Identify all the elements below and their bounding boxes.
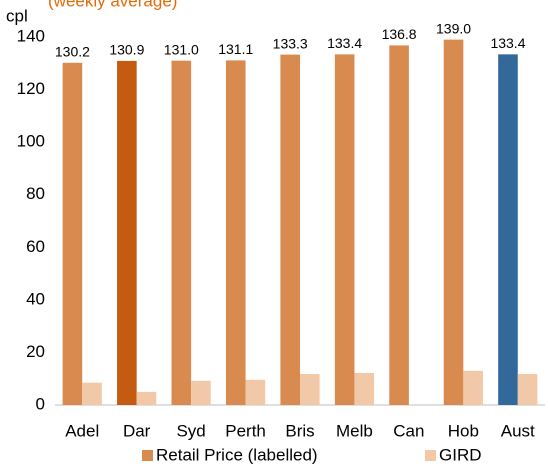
bar [245,379,266,405]
x-tick-label: Bris [285,421,314,440]
y-tick-label: 120 [17,79,45,98]
bar [517,373,538,405]
bar [191,380,211,405]
bar [463,370,483,405]
legend-swatch [142,450,153,461]
x-tick-label: Aust [501,421,535,440]
data-label: 133.4 [327,35,362,51]
y-tick-label: 40 [26,289,45,308]
bar [117,60,137,406]
data-label: 131.1 [218,41,253,57]
x-tick-label: Can [393,421,424,440]
x-tick-label: Perth [225,421,266,440]
bar [62,62,83,405]
y-tick-label: 60 [26,237,45,256]
data-label: 133.3 [273,35,308,51]
legend-label: Retail Price (labelled) [156,445,318,464]
bar [82,382,102,405]
data-label: 130.9 [109,42,144,58]
bar [280,54,300,406]
x-tick-label: Dar [123,421,151,440]
x-tick-label: Adel [65,421,99,440]
bar [334,54,355,405]
bar [389,45,409,405]
x-tick-label: Syd [176,421,205,440]
bar [136,391,157,405]
bar [171,60,192,406]
y-tick-label: 80 [26,184,45,203]
y-axis-label: cpl [6,6,28,25]
y-tick-label: 100 [17,132,45,151]
data-label: 136.8 [382,26,417,42]
data-label: 139.0 [436,20,471,36]
x-tick-label: Hob [448,421,479,440]
y-tick-label: 0 [36,394,45,413]
y-tick-label: 140 [17,26,45,45]
x-tick-label: Melb [336,421,373,440]
chart-title: (weekly average) [48,0,177,10]
bar [225,60,246,405]
legend-label: GIRD [439,445,482,464]
legend-swatch [425,450,436,461]
bar [498,54,518,405]
y-tick-label: 20 [26,342,45,361]
data-label: 133.4 [490,35,525,51]
data-label: 130.2 [55,43,90,59]
bar [300,373,320,405]
data-label: 131.0 [164,41,199,57]
bar [354,372,375,405]
bar [443,39,464,405]
